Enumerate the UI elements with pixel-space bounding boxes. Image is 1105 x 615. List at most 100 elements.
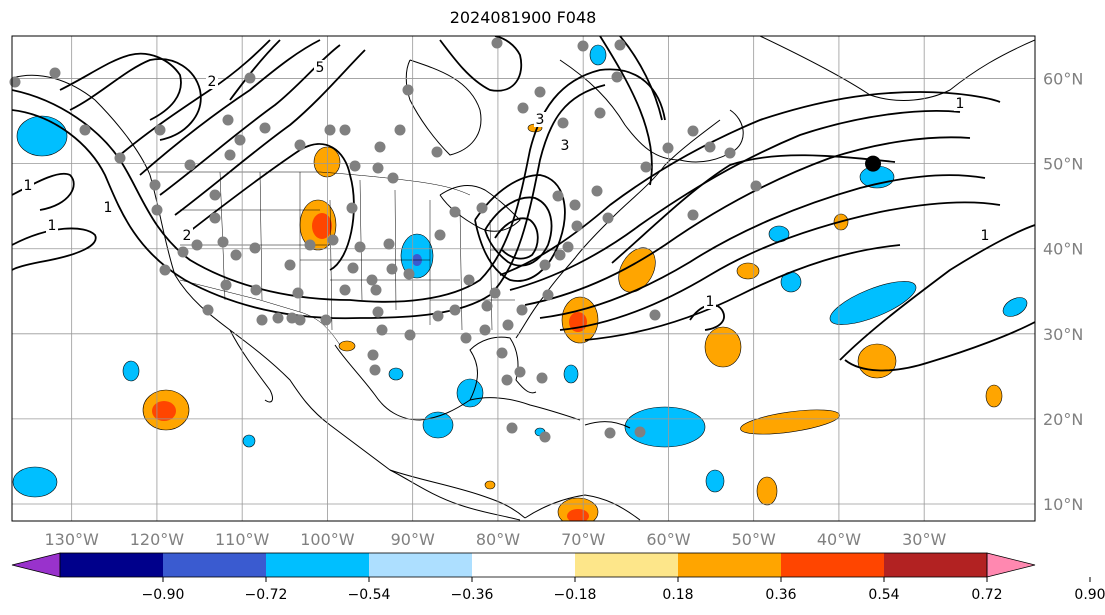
station-dot — [640, 161, 652, 173]
station-dot — [324, 124, 336, 136]
station-dot — [372, 306, 384, 318]
contour-label: 1 — [956, 96, 965, 112]
anomaly-patch — [388, 367, 404, 381]
station-dot — [320, 314, 332, 326]
contour-line — [69, 58, 202, 141]
station-dot — [687, 125, 699, 137]
station-dot — [611, 71, 623, 83]
contour-line — [174, 49, 366, 216]
colorbar-bin — [884, 553, 987, 577]
colorbar-bin — [163, 553, 266, 577]
anomaly-patch — [152, 401, 176, 421]
station-dot — [244, 72, 256, 84]
station-dot — [151, 204, 163, 216]
station-dot — [502, 319, 514, 331]
anomaly-patch — [12, 466, 58, 498]
us-canada-border — [150, 171, 471, 196]
contour-label: 1 — [706, 294, 715, 310]
latitude-labels: 10°N 20°N 30°N 40°N 50°N 60°N — [1043, 70, 1083, 514]
colorbar-tick-labels: −0.90 −0.72 −0.54 −0.36 −0.18 0.18 0.36 0.54 0.7… — [142, 577, 1105, 603]
latitude-label: 50°N — [1043, 155, 1083, 174]
colorbar-bin — [266, 553, 369, 577]
contour-label: 2 — [183, 228, 192, 244]
longitude-label: 40°W — [817, 530, 861, 549]
contour-line — [139, 39, 321, 176]
station-dot — [354, 241, 366, 253]
contour-line — [499, 91, 1001, 276]
contour-line — [689, 303, 725, 331]
station-dot — [514, 366, 526, 378]
colorbar-extend-low — [11, 552, 61, 578]
longitude-labels: 130°W 120°W 110°W 100°W 90°W 80°W 70°W 60°W 50°W… — [44, 530, 946, 549]
us-mexico-border — [179, 279, 341, 346]
map-frame — [11, 35, 1036, 522]
cuba — [469, 397, 581, 421]
station-dot — [217, 236, 229, 248]
station-dot — [383, 238, 395, 250]
longitude-label: 100°W — [300, 530, 355, 549]
station-dot — [224, 149, 236, 161]
anomaly-patch — [338, 340, 356, 352]
contour-line — [494, 217, 539, 260]
station-dot — [376, 324, 388, 336]
station-dot — [517, 102, 529, 114]
station-dot — [220, 279, 232, 291]
contour-line — [439, 36, 523, 92]
longitude-label: 50°W — [732, 530, 776, 549]
station-dot — [256, 314, 268, 326]
station-dot — [394, 124, 406, 136]
contour-line — [524, 136, 971, 306]
station-dot — [463, 274, 475, 286]
station-dot — [259, 122, 271, 134]
station-dot — [209, 212, 221, 224]
station-dot — [562, 241, 574, 253]
latitude-label: 20°N — [1043, 410, 1083, 429]
station-dot — [557, 117, 569, 129]
contour-line — [12, 68, 666, 303]
contour-line — [184, 143, 355, 271]
central-america — [389, 469, 526, 519]
latitude-label: 40°N — [1043, 240, 1083, 259]
contour-line — [59, 52, 182, 121]
station-dot — [516, 304, 528, 316]
colorbar-outline — [59, 552, 988, 578]
station-dot — [431, 146, 443, 158]
station-dot — [506, 422, 518, 434]
anomaly-patch — [122, 360, 140, 382]
station-dot — [432, 310, 444, 322]
contour-line — [611, 154, 896, 264]
colorbar-bin — [575, 553, 678, 577]
anomaly-patch — [313, 146, 341, 178]
station-dot — [534, 86, 546, 98]
anomaly-patch — [857, 343, 897, 379]
anomaly-patch — [624, 406, 706, 448]
station-dot — [49, 67, 61, 79]
station-dot — [191, 239, 203, 251]
contour-line — [119, 39, 271, 156]
anomaly-patch — [242, 434, 256, 448]
station-dot — [634, 426, 646, 438]
station-dot — [750, 180, 762, 192]
contour-line — [844, 321, 1035, 372]
contour-label: 1 — [48, 218, 57, 234]
storm-center-marker — [865, 155, 882, 172]
station-dot — [569, 199, 581, 211]
station-dot — [402, 84, 414, 96]
latitude-label: 10°N — [1043, 495, 1083, 514]
longitude-label: 30°W — [902, 530, 946, 549]
station-dot — [366, 274, 378, 286]
contour-lines — [12, 36, 1035, 372]
anomaly-patch — [756, 476, 778, 506]
contour-line — [12, 172, 75, 211]
station-dot — [481, 300, 493, 312]
contour-line — [12, 84, 606, 320]
station-dot — [403, 268, 415, 280]
contour-label: 1 — [981, 228, 990, 244]
station-dot — [539, 259, 551, 271]
station-dot — [614, 39, 626, 51]
greenland — [759, 36, 1035, 101]
contour-line — [474, 174, 566, 282]
station-dot — [154, 124, 166, 136]
station-dot — [234, 134, 246, 146]
